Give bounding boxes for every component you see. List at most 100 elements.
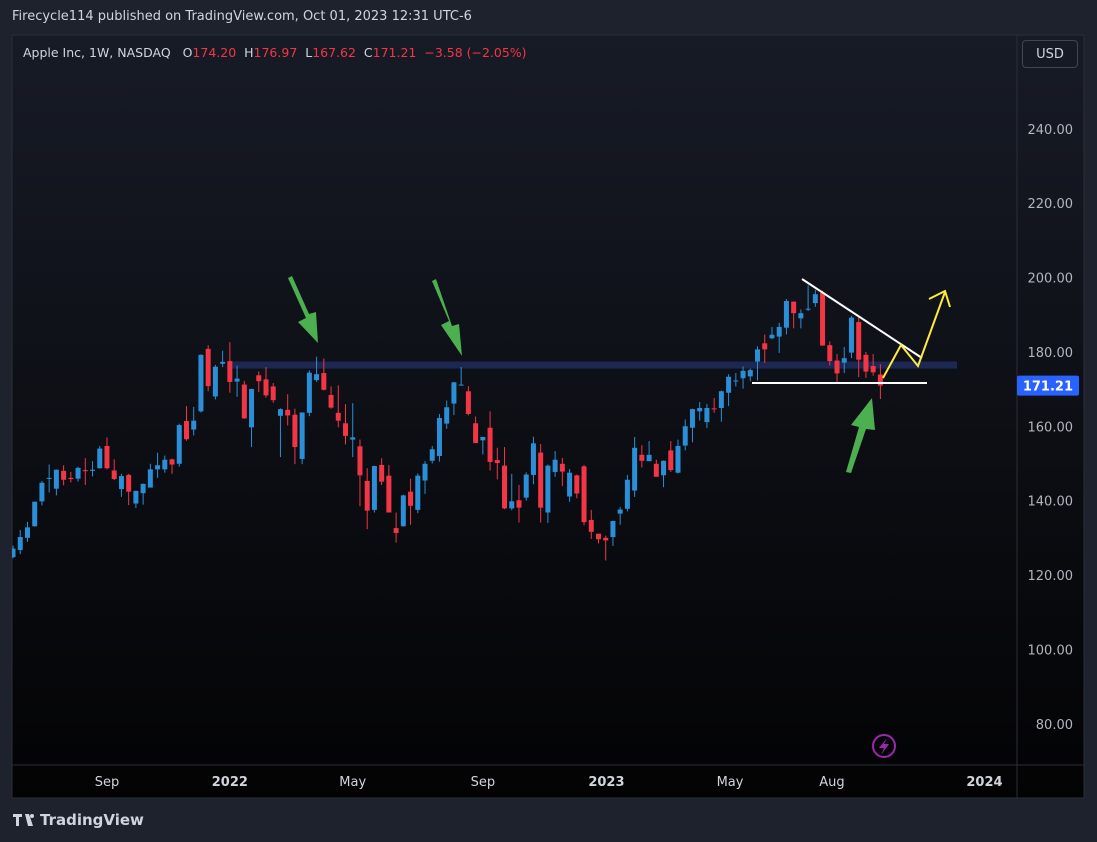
- tv-logo: [13, 814, 34, 826]
- candle-body: [805, 308, 811, 310]
- candle-body: [820, 292, 826, 346]
- publish-info: Firecycle114 published on TradingView.co…: [12, 9, 472, 24]
- candle-body: [147, 469, 153, 488]
- x-tick-label: 2022: [212, 775, 248, 790]
- candle-body: [624, 479, 630, 509]
- y-tick-label: 180.00: [1028, 346, 1074, 361]
- candle-body: [176, 425, 182, 464]
- green-arrow: [846, 398, 875, 473]
- candle-body: [747, 370, 753, 377]
- candle-body: [841, 358, 847, 363]
- candle-body: [118, 476, 124, 490]
- candle-body: [429, 449, 435, 461]
- candle-body: [639, 454, 645, 461]
- ohlc-value: 176.97: [253, 45, 298, 60]
- candle-body: [567, 472, 573, 497]
- candle-body: [321, 373, 327, 390]
- green-arrow: [288, 276, 318, 343]
- last-price-label: 171.21: [1023, 380, 1073, 395]
- candle-body: [530, 443, 536, 475]
- candle-body: [422, 463, 428, 481]
- candle-body: [610, 521, 616, 538]
- candle-body: [256, 375, 262, 382]
- candle-body: [46, 477, 52, 479]
- y-tick-label: 200.00: [1028, 272, 1074, 287]
- candle-body: [53, 469, 59, 489]
- y-tick-label: 220.00: [1028, 197, 1074, 212]
- candle-body: [494, 460, 500, 464]
- candle-body: [371, 466, 377, 510]
- candle-body: [581, 466, 587, 523]
- candle-body: [769, 334, 775, 339]
- y-tick-label: 240.00: [1028, 123, 1074, 138]
- candle-body: [68, 477, 74, 480]
- candle-body: [682, 426, 688, 446]
- projection-arrowhead: [928, 289, 951, 308]
- candle-body: [740, 370, 746, 379]
- candle-body: [646, 454, 652, 462]
- candle-body: [299, 412, 305, 459]
- candle-body: [75, 467, 81, 479]
- alert-icon-bolt: [879, 738, 889, 755]
- candle-body: [386, 475, 392, 513]
- y-tick-label: 140.00: [1028, 495, 1074, 510]
- candle-body: [379, 464, 385, 482]
- candle-body: [603, 537, 609, 541]
- candle-body: [104, 445, 110, 469]
- candle-body: [791, 301, 797, 314]
- candle-body: [183, 421, 189, 440]
- x-tick-label: 2023: [588, 775, 624, 790]
- candle-body: [328, 394, 334, 408]
- candle-body: [343, 423, 349, 436]
- candle-body: [444, 407, 450, 424]
- candle-body: [17, 537, 23, 551]
- candle-body: [704, 407, 710, 423]
- candle-body: [465, 391, 471, 414]
- candle-body: [848, 317, 854, 353]
- candle-body: [191, 420, 197, 430]
- candle-body: [689, 409, 695, 428]
- y-tick-label: 80.00: [1036, 718, 1073, 733]
- ohlc-label: O: [182, 45, 193, 60]
- candle-body: [198, 354, 204, 412]
- candle-body: [408, 491, 414, 506]
- candle-body: [415, 475, 421, 510]
- candle-body: [227, 361, 233, 382]
- candle-body: [61, 470, 67, 480]
- candle-body: [155, 465, 161, 470]
- ohlc-value: 174.20: [192, 45, 237, 60]
- candle-body: [473, 423, 479, 443]
- candle-body: [205, 348, 211, 387]
- currency-button[interactable]: USD: [1022, 40, 1078, 68]
- candle-body: [12, 548, 16, 558]
- candle-body: [111, 470, 117, 480]
- ohlc-label: C: [363, 45, 373, 60]
- alert-icon[interactable]: [872, 734, 896, 758]
- y-tick-label: 160.00: [1028, 420, 1074, 435]
- candle-body: [856, 322, 862, 360]
- candle-body: [393, 528, 399, 533]
- symbol: Apple Inc, 1W, NASDAQ: [23, 45, 171, 60]
- candle-body: [509, 501, 515, 509]
- candle-body: [451, 382, 457, 404]
- ohlc-value: 171.21: [372, 45, 417, 60]
- resistance-zone: [232, 361, 957, 369]
- candle-body: [877, 374, 883, 386]
- candle-body: [776, 326, 782, 337]
- candle-body: [292, 414, 298, 448]
- candle-body: [545, 465, 551, 513]
- ohlc-value: 167.62: [312, 45, 356, 60]
- candle-body: [661, 460, 667, 476]
- projection-path: [882, 291, 946, 379]
- candle-body: [335, 412, 341, 421]
- x-tick-label: 2024: [966, 775, 1002, 790]
- candle-body: [755, 349, 761, 362]
- ohlc-label: L: [305, 45, 313, 60]
- chart-frame: [11, 34, 1085, 799]
- candle-body: [617, 509, 623, 514]
- ohlc-label: H: [244, 45, 254, 60]
- candle-body: [263, 379, 269, 396]
- change: −3.58 (−2.05%): [424, 45, 527, 60]
- candle-body: [90, 469, 96, 471]
